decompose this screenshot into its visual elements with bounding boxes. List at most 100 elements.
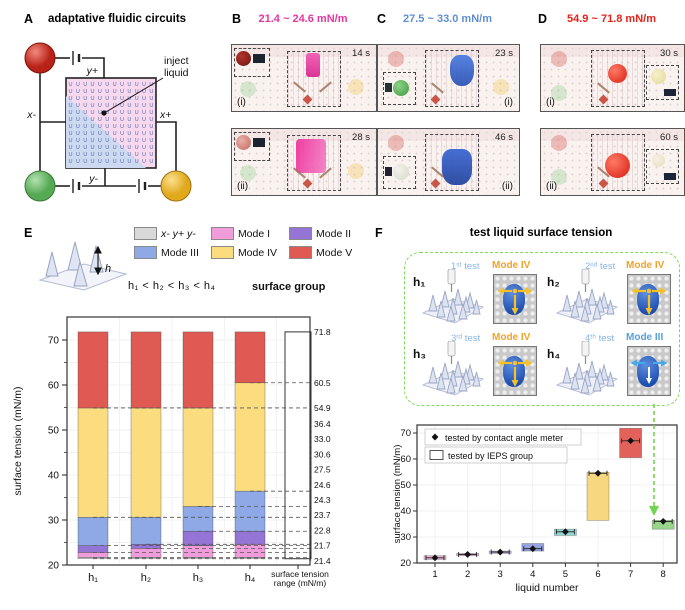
yellow-reservoir-sphere	[160, 170, 192, 202]
timestamp: 60 s	[660, 132, 678, 143]
panel-a-title: adaptative fluidic circuits	[48, 13, 187, 25]
inlet-dashed-box	[383, 156, 416, 189]
inlet-dashed-box	[234, 48, 270, 77]
legend-swatch	[210, 227, 234, 240]
svg-text:24.6: 24.6	[314, 480, 331, 490]
ghost-red-sphere	[388, 135, 404, 151]
panel-c-range: 27.5 ~ 33.0 mN/m	[403, 13, 492, 25]
mode-photo	[627, 346, 671, 396]
svg-text:3: 3	[498, 569, 503, 580]
mode-result-label: Mode IV	[492, 332, 531, 343]
svg-text:tested by IEPS group: tested by IEPS group	[448, 451, 533, 461]
liquid-surface-tension-chart: tested by contact angle meter tested by I…	[392, 424, 678, 594]
svg-text:h₄: h₄	[245, 572, 256, 584]
svg-text:60: 60	[48, 381, 60, 392]
cone-array-height-icon: h	[38, 241, 128, 291]
svg-text:70: 70	[48, 336, 60, 347]
legend-item: Mode III	[134, 246, 199, 259]
mode-legend: x- y+ y- Mode I Mode II Mode III Mode IV Mode…	[134, 227, 352, 259]
panel-f-letter: F	[375, 226, 383, 240]
height-symbol: h	[105, 263, 111, 275]
svg-text:27.5: 27.5	[314, 465, 331, 475]
test-order-label: 1ˢᵗ test	[451, 261, 480, 272]
svg-text:60.5: 60.5	[314, 378, 331, 388]
valve-block	[253, 54, 265, 63]
chip-dashed-box	[287, 51, 341, 107]
height-label: h₄	[547, 347, 561, 361]
red-reservoir-sphere	[24, 42, 56, 74]
surface-tension-range-bar	[284, 331, 312, 560]
ghost-green-sphere	[240, 165, 256, 181]
panel-e-letter: E	[24, 226, 33, 240]
legend-swatch	[134, 246, 157, 259]
fluidic-circuit-diagram: ∪∪∪∪∪∪∪∪∪∪∪∪ ∪∪∪∪∪∪∪∪∪∪∪∪ ∪∪∪∪∪∪∪∪ ∪∪∪ ∪ ∪…	[24, 42, 192, 202]
blue-liquid	[450, 55, 474, 86]
panel-a-letter: A	[24, 12, 34, 26]
svg-text:surface tension: surface tension	[271, 569, 329, 579]
legend-item: Mode II	[289, 227, 352, 240]
red-marker	[302, 178, 313, 189]
test-order-label: 3ʳᵈ test	[451, 333, 481, 344]
photo-deco	[541, 129, 684, 141]
legend-label: x- y+ y-	[161, 227, 196, 240]
ghost-red-sphere	[551, 135, 567, 151]
chart-legend: tested by contact angle meter tested by I…	[424, 428, 582, 464]
inlet-dashed-box	[383, 72, 416, 105]
y-axis-label: surface tension (mN/m)	[392, 445, 403, 544]
test-cell-4: h₄ 4ᵗʰ test Mode III	[547, 331, 677, 401]
photo-b-i: 14 s (i)	[231, 44, 377, 112]
chip-wire	[319, 81, 332, 93]
valve-block	[385, 83, 392, 92]
battery-symbols	[72, 51, 147, 193]
legend-label: Mode III	[161, 246, 199, 259]
mode-result-label: Mode III	[626, 332, 664, 343]
timestamp: 14 s	[352, 48, 370, 59]
photo-d-ii: 60 s (ii)	[540, 128, 685, 196]
inject-point	[101, 110, 107, 116]
svg-text:30.6: 30.6	[314, 449, 331, 459]
green-reservoir-sphere	[24, 170, 56, 202]
label-x-plus: x+	[159, 109, 171, 121]
timestamp: 30 s	[660, 48, 678, 59]
spreading-arrows	[496, 286, 534, 317]
x-axis: 1 2 3 4 5 6 7 8	[432, 563, 666, 580]
y-axis-label: surface tension (mN/m)	[12, 386, 24, 495]
ghost-yellow-sphere	[348, 163, 364, 179]
svg-text:7: 7	[628, 569, 633, 580]
mode-result-label: Mode IV	[492, 260, 531, 271]
panel-f-title: test liquid surface tension	[469, 227, 613, 239]
svg-text:1: 1	[432, 569, 437, 580]
valve-block	[385, 167, 392, 176]
outlet-dashed-box	[646, 149, 679, 184]
chip-wire	[431, 82, 444, 94]
svg-text:50: 50	[48, 426, 60, 437]
red-liquid-blob	[236, 51, 251, 66]
height-label: h₃	[413, 347, 426, 361]
photo-deco	[541, 45, 684, 57]
inject-annotation-2: liquid	[164, 67, 189, 79]
frame-id: (i)	[237, 97, 246, 108]
red-marker	[598, 178, 609, 189]
svg-text:70: 70	[400, 428, 411, 439]
timestamp: 28 s	[352, 132, 370, 143]
outlet-dashed-box	[646, 65, 679, 100]
svg-text:21.4: 21.4	[314, 556, 331, 566]
ghost-green-sphere	[551, 85, 567, 101]
magenta-liquid	[306, 53, 320, 77]
frame-id: (ii)	[237, 181, 249, 192]
svg-text:20: 20	[48, 561, 60, 572]
blue-liquid	[442, 149, 472, 185]
svg-text:54.9: 54.9	[314, 403, 331, 413]
chip-dashed-box	[287, 135, 341, 191]
svg-text:h₃: h₃	[193, 572, 204, 584]
chip-wire	[597, 82, 610, 94]
cone-array-icon	[422, 269, 484, 324]
legend-item: Mode IV	[210, 246, 277, 259]
svg-text:tested by contact angle meter: tested by contact angle meter	[445, 433, 563, 443]
svg-text:40: 40	[400, 506, 411, 517]
y-axis: 20 30 40 50 60 70	[48, 336, 67, 572]
label-y-plus: y+	[86, 65, 98, 77]
drained-liquid-blob	[393, 164, 409, 180]
svg-text:20: 20	[400, 558, 411, 569]
